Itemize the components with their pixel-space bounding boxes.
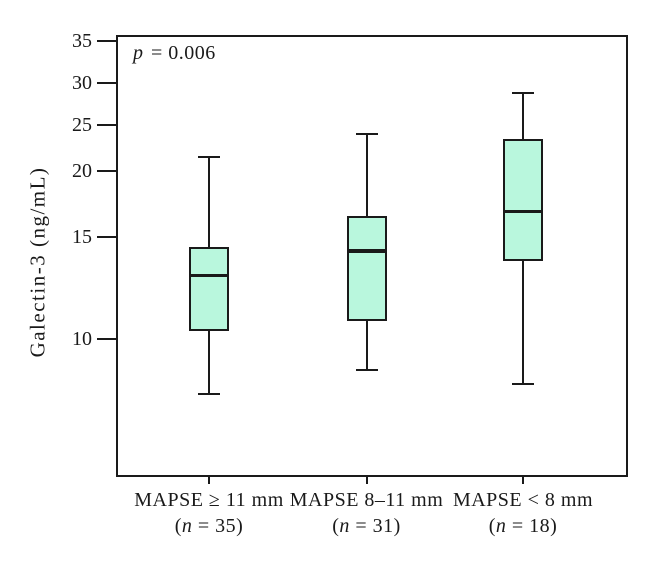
whisker-upper [208, 157, 210, 247]
y-tick-label: 10 [72, 328, 92, 350]
x-tick-mark [208, 477, 210, 484]
y-tick-label: 25 [72, 113, 92, 136]
y-tick-label: 15 [72, 225, 92, 248]
whisker-lower [365, 320, 368, 370]
group-label-n: (n = 35) [174, 515, 244, 537]
group-label-n: (n = 18) [488, 515, 558, 537]
p-variable: p [133, 42, 144, 64]
y-tick-label: 30 [72, 72, 92, 94]
group-label: MAPSE < 8 mm (n = 18) [423, 487, 623, 539]
group-label-line1: MAPSE < 8 mm [452, 489, 594, 511]
x-tick-mark [365, 477, 368, 484]
whisker-upper [365, 133, 368, 216]
p-value-annotation: p = 0.006 [133, 42, 216, 65]
whisker-cap-bottom [198, 393, 220, 396]
whisker-cap-top [198, 156, 220, 159]
box [189, 246, 229, 331]
n-variable: n [495, 515, 507, 537]
y-tick-mark [97, 82, 116, 84]
median-line [189, 273, 229, 278]
box [503, 138, 543, 262]
group-label-n: (n = 31) [332, 515, 401, 537]
group-label: MAPSE 8–11 mm (n = 31) [267, 487, 467, 539]
y-tick-mark [97, 123, 116, 126]
group-label: MAPSE ≥ 11 mm (n = 35) [109, 487, 309, 539]
y-tick-label: 35 [72, 29, 92, 52]
plot-frame [116, 35, 628, 477]
whisker-lower [522, 261, 524, 384]
y-tick-mark [97, 39, 116, 42]
median-line [503, 209, 543, 214]
y-tick-mark [97, 338, 116, 340]
group-label-line1: MAPSE 8–11 mm [289, 489, 444, 511]
whisker-cap-bottom [355, 368, 378, 371]
n-variable: n [181, 515, 193, 537]
whisker-cap-top [355, 132, 378, 135]
n-variable: n [339, 515, 350, 537]
median-line [346, 249, 387, 253]
x-tick-mark [522, 477, 524, 484]
y-tick-mark [97, 170, 116, 172]
whisker-cap-bottom [512, 383, 534, 385]
p-value-text: = 0.006 [145, 42, 216, 64]
whisker-upper [522, 93, 524, 139]
box [346, 215, 387, 321]
y-tick-mark [97, 235, 116, 238]
group-label-line1: MAPSE ≥ 11 mm [134, 489, 284, 511]
y-tick-label: 20 [72, 160, 92, 182]
whisker-cap-top [512, 92, 534, 94]
whisker-lower [208, 330, 210, 395]
